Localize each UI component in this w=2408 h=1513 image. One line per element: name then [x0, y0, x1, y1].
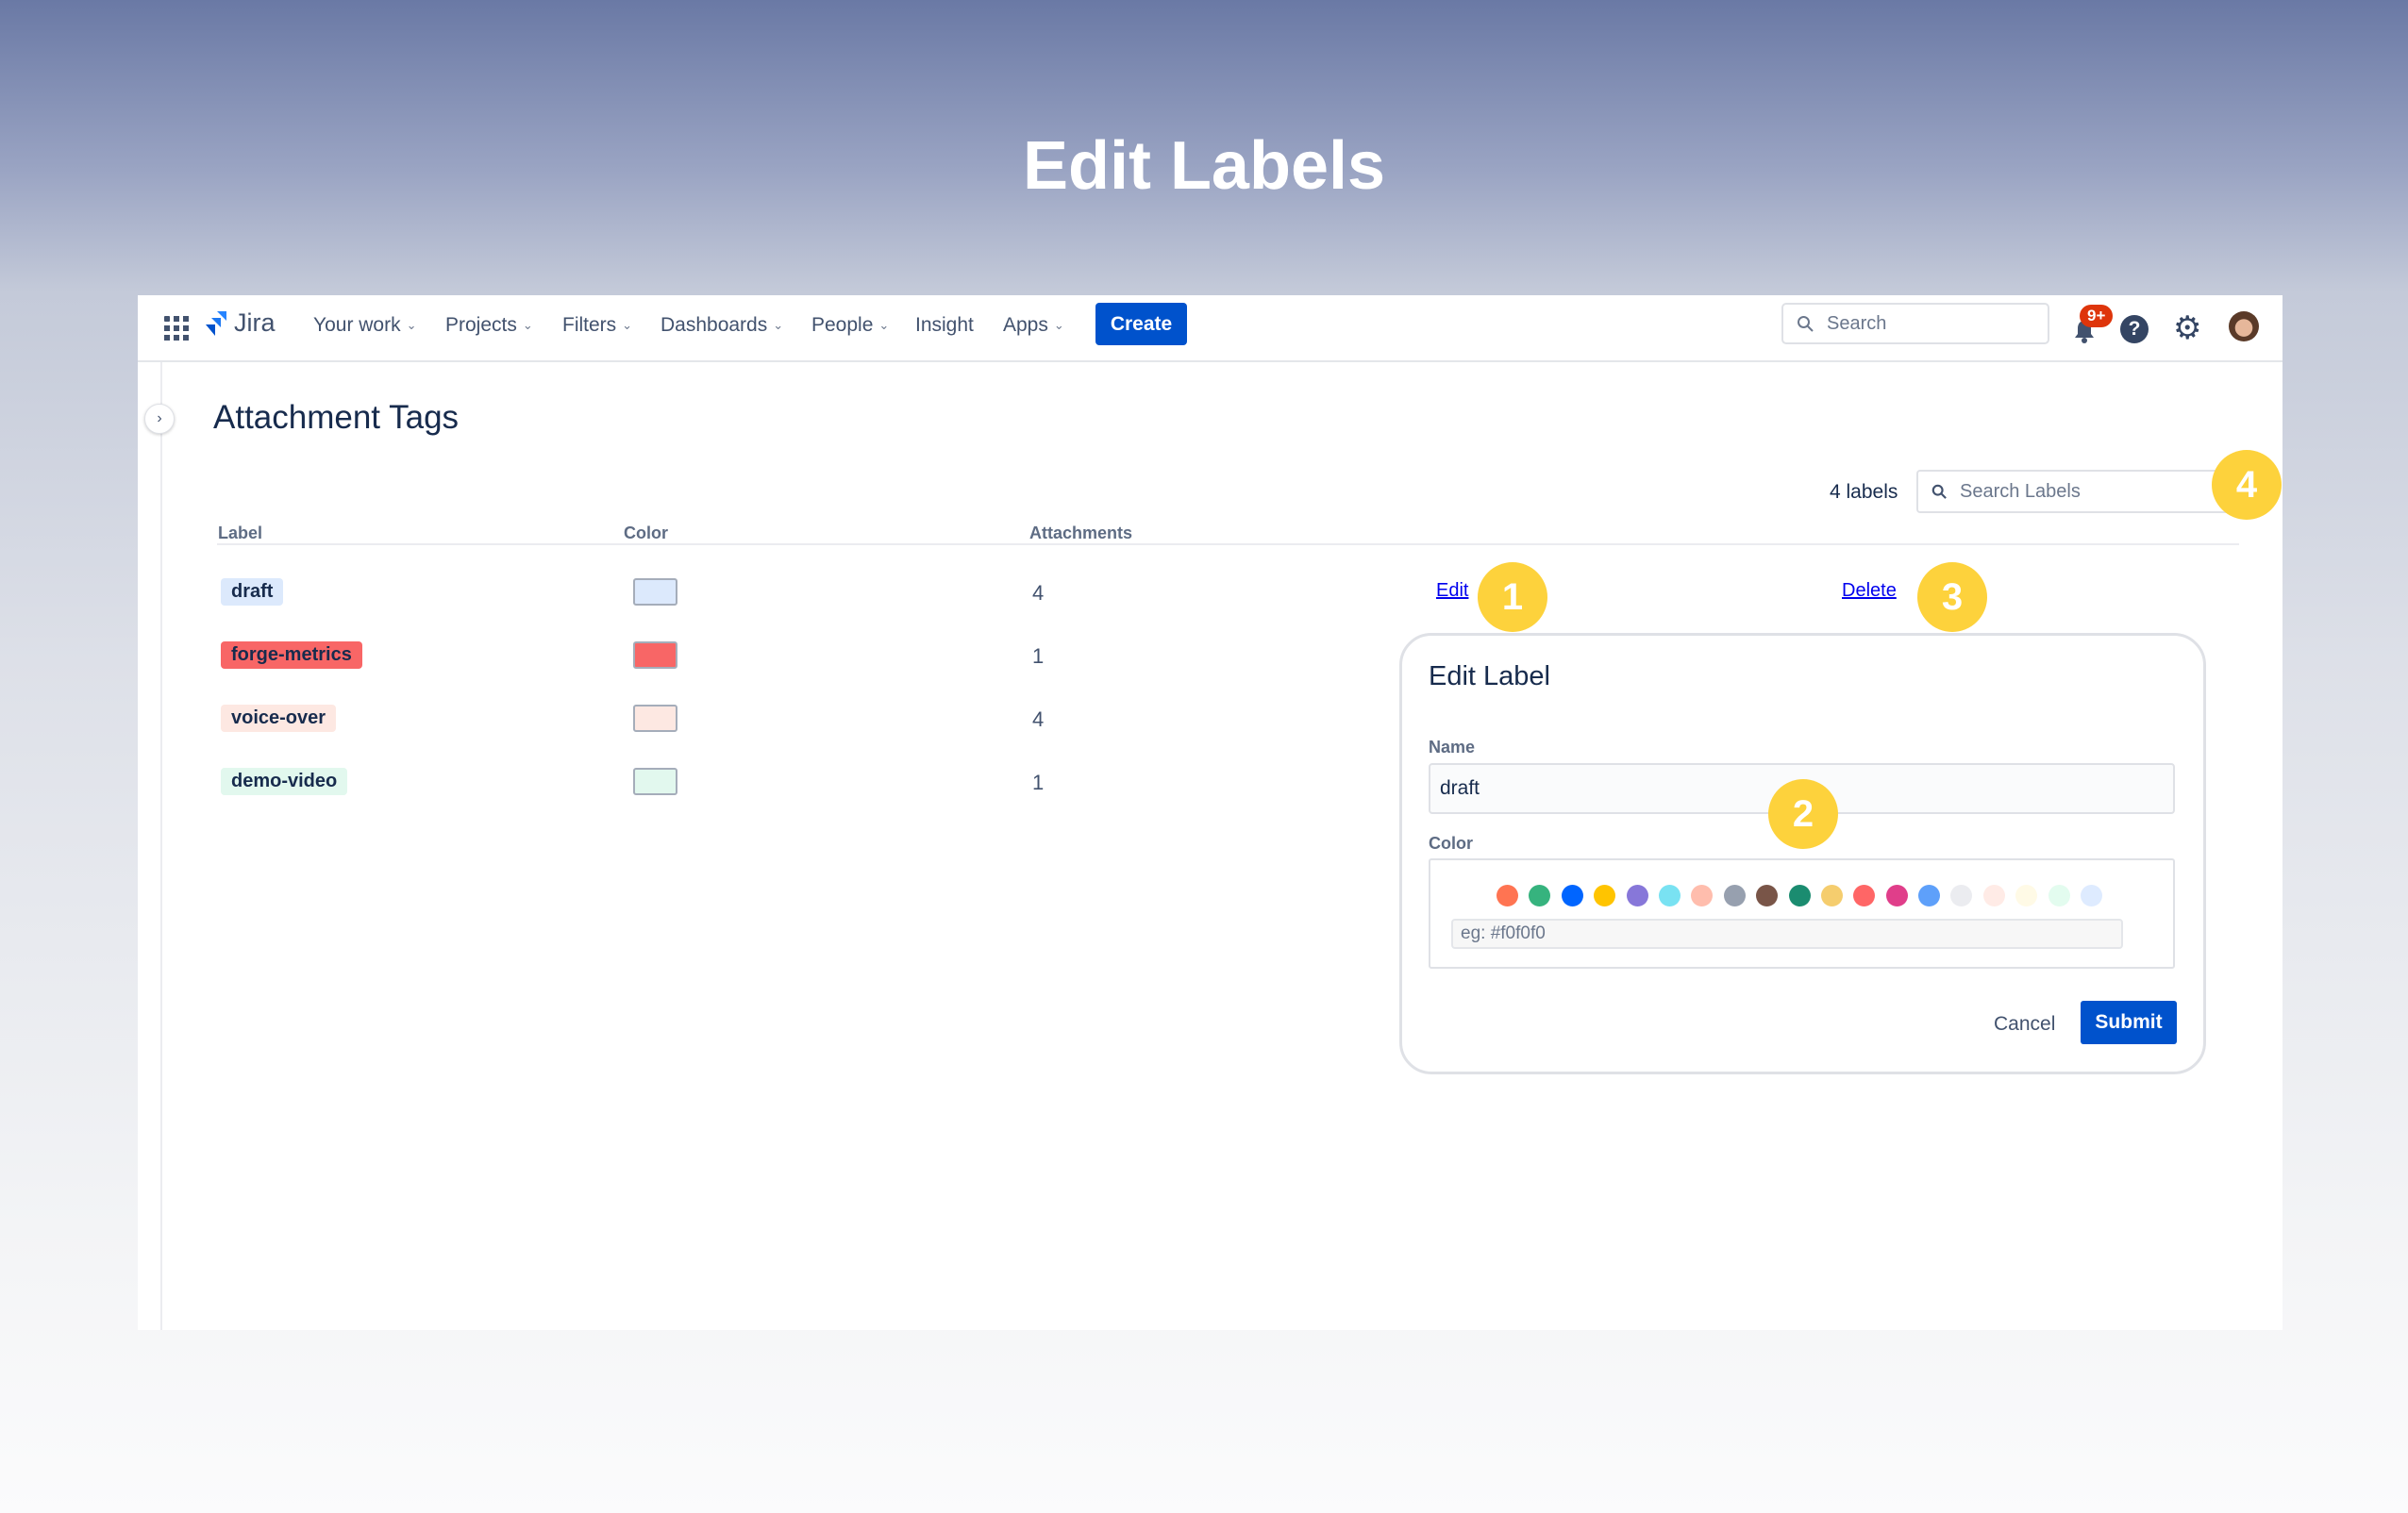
nav-label: Dashboards: [661, 314, 768, 336]
color-option[interactable]: [1853, 885, 1876, 906]
color-option[interactable]: [1723, 885, 1746, 906]
nav-label: People: [811, 314, 874, 336]
color-picker: eg: #f0f0f0: [1429, 858, 2175, 969]
color-option[interactable]: [1561, 885, 1583, 906]
expand-sidebar-chevron-right-icon[interactable]: ›: [144, 404, 175, 434]
nav-apps[interactable]: Apps ⌄: [1003, 314, 1064, 337]
brand-name: Jira: [234, 308, 276, 337]
nav-projects[interactable]: Projects ⌄: [445, 314, 533, 337]
color-label: Color: [1429, 834, 1473, 853]
nav-people[interactable]: People ⌄: [811, 314, 889, 337]
color-swatch: [633, 578, 677, 606]
hex-color-input[interactable]: eg: #f0f0f0: [1451, 919, 2123, 949]
color-option[interactable]: [2048, 885, 2070, 906]
color-swatch: [633, 641, 677, 669]
chevron-down-icon: ⌄: [773, 318, 784, 332]
nav-label: Your work: [313, 314, 401, 336]
callout-2: 2: [1768, 779, 1838, 849]
help-icon[interactable]: ?: [2120, 315, 2149, 343]
nav-your-work[interactable]: Your work ⌄: [313, 314, 417, 337]
color-option[interactable]: [1691, 885, 1714, 906]
search-icon: [1931, 484, 1947, 499]
name-label: Name: [1429, 738, 1476, 756]
dialog-title: Edit Label: [1429, 661, 1550, 691]
name-value: draft: [1440, 777, 1480, 799]
search-labels-input[interactable]: Search Labels: [1916, 470, 2239, 513]
jira-logo-icon: [206, 310, 226, 336]
chevron-down-icon: ⌄: [1053, 318, 1064, 332]
chevron-down-icon: ⌄: [622, 318, 633, 332]
column-header-attachments: Attachments: [1029, 524, 1133, 542]
edit-link[interactable]: Edit: [1436, 580, 1469, 601]
label-tag: draft: [221, 578, 284, 606]
label-tag: demo-video: [221, 768, 348, 795]
color-option[interactable]: [1529, 885, 1551, 906]
search-labels-placeholder: Search Labels: [1960, 480, 2081, 502]
color-swatch: [633, 705, 677, 732]
page-title: Attachment Tags: [213, 399, 460, 436]
label-tag: voice-over: [221, 705, 337, 732]
edit-label-dialog: Edit Label Name draft Color eg: #f0f0f0 …: [1399, 633, 2206, 1074]
label-count: 4 labels: [1830, 481, 1898, 503]
color-option[interactable]: [1982, 885, 2005, 906]
jira-logo[interactable]: Jira: [204, 308, 276, 338]
hex-placeholder: eg: #f0f0f0: [1461, 923, 1546, 943]
global-search-input[interactable]: Search: [1781, 303, 2049, 344]
header-divider: [217, 543, 2239, 545]
color-option[interactable]: [1788, 885, 1811, 906]
column-header-color: Color: [624, 524, 668, 542]
create-button[interactable]: Create: [1095, 303, 1187, 345]
nav-label: Projects: [445, 314, 517, 336]
callout-1: 1: [1478, 562, 1547, 632]
color-palette: [1497, 885, 2103, 906]
color-option[interactable]: [1658, 885, 1681, 906]
cancel-button[interactable]: Cancel: [1994, 1013, 2056, 1035]
color-option[interactable]: [2015, 885, 2038, 906]
color-option[interactable]: [1820, 885, 1843, 906]
attachment-count: 1: [1032, 771, 1045, 794]
top-nav: Jira Your work ⌄ Projects ⌄ Filters ⌄ Dashb…: [138, 295, 2283, 362]
chevron-down-icon: ⌄: [878, 318, 890, 332]
nav-label: Insight: [915, 314, 974, 336]
search-icon: [1798, 316, 1814, 332]
delete-link[interactable]: Delete: [1842, 580, 1897, 601]
app-switcher-icon[interactable]: [164, 316, 189, 341]
color-option[interactable]: [1626, 885, 1648, 906]
label-tag: forge-metrics: [221, 641, 362, 669]
hero-title: Edit Labels: [1022, 128, 1386, 204]
jira-window: Jira Your work ⌄ Projects ⌄ Filters ⌄ Dashb…: [138, 295, 2283, 1330]
nav-label: Apps: [1003, 314, 1048, 336]
nav-insight[interactable]: Insight: [915, 314, 974, 337]
callout-4: 4: [2212, 450, 2282, 520]
color-option[interactable]: [1756, 885, 1779, 906]
color-swatch: [633, 768, 677, 795]
chevron-down-icon: ⌄: [522, 318, 533, 332]
avatar[interactable]: [2229, 311, 2259, 341]
nav-dashboards[interactable]: Dashboards ⌄: [661, 314, 783, 337]
nav-label: Filters: [562, 314, 617, 336]
notifications-button[interactable]: 9+: [2068, 305, 2114, 348]
color-option[interactable]: [1918, 885, 1941, 906]
submit-button[interactable]: Submit: [2081, 1001, 2177, 1044]
chevron-down-icon: ⌄: [406, 318, 417, 332]
attachment-count: 4: [1032, 581, 1045, 605]
color-option[interactable]: [1885, 885, 1908, 906]
attachment-count: 4: [1032, 707, 1045, 731]
color-option[interactable]: [2081, 885, 2103, 906]
color-option[interactable]: [1594, 885, 1616, 906]
callout-3: 3: [1917, 562, 1987, 632]
settings-gear-icon[interactable]: ⚙: [2173, 310, 2202, 346]
sidebar-divider: [160, 362, 162, 1330]
notification-badge: 9+: [2080, 305, 2114, 327]
attachment-count: 1: [1032, 644, 1045, 668]
color-option[interactable]: [1497, 885, 1518, 906]
color-option[interactable]: [1950, 885, 1973, 906]
search-placeholder: Search: [1827, 312, 1887, 334]
column-header-label: Label: [218, 524, 263, 542]
nav-filters[interactable]: Filters ⌄: [562, 314, 632, 337]
